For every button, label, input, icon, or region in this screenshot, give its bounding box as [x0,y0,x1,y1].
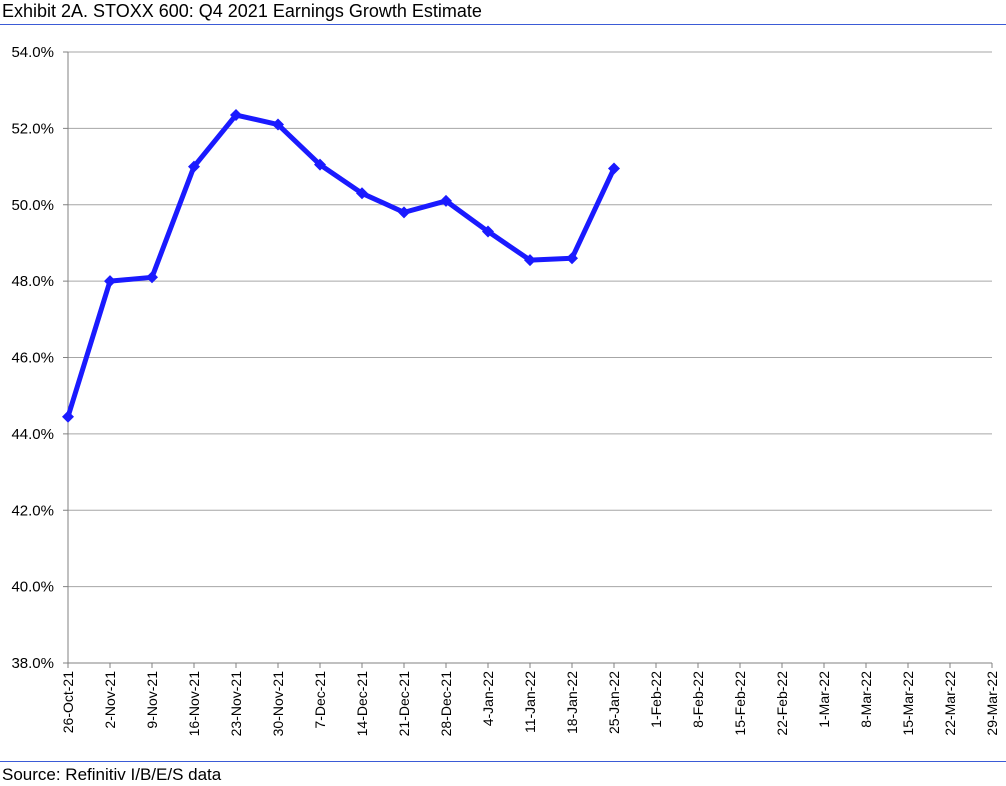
y-tick-label: 44.0% [11,426,54,443]
x-tick-label: 2-Nov-21 [102,671,118,729]
data-point-marker [272,118,284,131]
x-tick-label: 1-Feb-22 [648,671,664,728]
y-tick-label: 38.0% [11,655,54,672]
x-tick-label: 29-Mar-22 [984,671,1000,736]
data-point-marker [230,109,242,122]
x-tick-label: 26-Oct-21 [60,671,76,733]
data-point-marker [188,160,200,173]
x-tick-label: 14-Dec-21 [354,671,370,737]
x-tick-label: 15-Mar-22 [900,671,916,736]
axes [67,52,993,668]
data-point-marker [314,158,326,171]
data-point-marker [608,162,620,175]
x-tick-label: 11-Jan-22 [522,671,538,733]
data-point-marker [146,271,158,284]
x-tick-label: 30-Nov-21 [270,671,286,737]
data-point-marker [104,275,116,288]
data-point-marker [566,252,578,265]
x-tick-label: 23-Nov-21 [228,671,244,737]
x-tick-label: 18-Jan-22 [564,671,580,734]
y-tick-labels: 38.0% 40.0% 42.0% 44.0% 46.0% 48.0% 50.0% 52.0%… [11,44,54,672]
series-earnings-growth [62,109,620,423]
gridlines [63,51,992,664]
data-point-marker [356,187,368,200]
source-note: Source: Refinitiv I/B/E/S data [2,765,222,784]
x-tick-label: 22-Mar-22 [942,671,958,736]
x-tick-label: 15-Feb-22 [732,671,748,736]
x-tick-label: 4-Jan-22 [480,671,496,726]
bottom-rule [0,761,1006,762]
series-line [65,112,617,420]
y-tick-label: 52.0% [11,120,54,137]
top-rule [0,24,1006,25]
x-tick-label: 28-Dec-21 [438,671,454,737]
data-point-marker [524,254,536,267]
x-tick-label: 1-Mar-22 [816,671,832,728]
x-tick-label: 16-Nov-21 [186,671,202,737]
x-tick-label: 8-Mar-22 [858,671,874,728]
y-tick-label: 50.0% [11,197,54,214]
x-tick-label: 8-Feb-22 [690,671,706,728]
y-tick-label: 48.0% [11,273,54,290]
x-tick-label: 9-Nov-21 [144,671,160,729]
y-tick-label: 42.0% [11,502,54,519]
x-tick-label: 22-Feb-22 [774,671,790,736]
x-tick-label: 7-Dec-21 [312,671,328,729]
data-point-marker [440,194,452,207]
data-point-marker [398,206,410,219]
data-point-marker [482,225,494,238]
x-tick-label: 25-Jan-22 [606,671,622,734]
y-tick-label: 46.0% [11,350,54,367]
chart-title: Exhibit 2A. STOXX 600: Q4 2021 Earnings … [2,1,482,21]
x-tick-labels: 26-Oct-21 2-Nov-21 9-Nov-21 16-Nov-21 23-Nov… [60,671,1000,737]
y-tick-label: 40.0% [11,579,54,596]
x-tick-label: 21-Dec-21 [396,671,412,737]
y-tick-label: 54.0% [11,44,54,61]
data-point-marker [62,410,74,423]
